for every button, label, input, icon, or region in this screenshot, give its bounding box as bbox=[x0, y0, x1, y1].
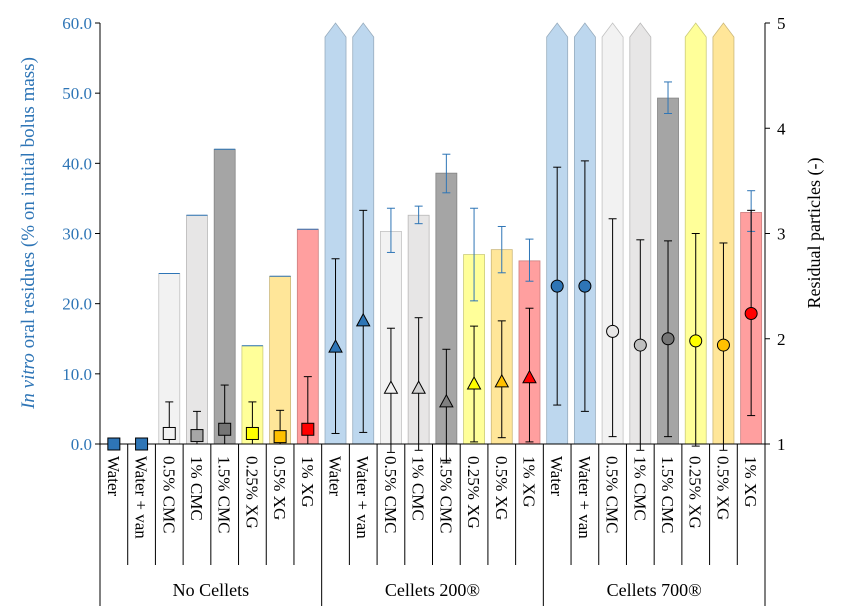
right-axis-tick-label: 1 bbox=[777, 435, 786, 454]
particle-marker-square bbox=[218, 422, 232, 436]
particle-marker-triangle bbox=[439, 393, 454, 408]
right-axis-tick-label: 2 bbox=[777, 330, 786, 349]
particle-marker-triangle bbox=[328, 339, 343, 353]
particle-marker-square bbox=[190, 429, 204, 443]
particle-marker-circle bbox=[578, 279, 592, 293]
left-axis-title-italic: In vitro bbox=[18, 353, 39, 410]
particle-marker-triangle bbox=[494, 373, 510, 388]
category-label: Water bbox=[326, 456, 345, 496]
category-label: 0.5% CMC bbox=[159, 456, 178, 533]
category-label: 1% XG bbox=[519, 456, 538, 507]
left-axis-tick-label: 50.0 bbox=[62, 84, 92, 103]
particle-marker-triangle bbox=[411, 380, 426, 394]
category-label: 1.5% CMC bbox=[436, 456, 455, 533]
particle-marker-circle bbox=[744, 306, 758, 320]
category-label: 1% CMC bbox=[409, 456, 428, 521]
residue-bars bbox=[158, 22, 763, 445]
category-label: Water + van bbox=[132, 456, 151, 539]
particle-marker-circle bbox=[606, 324, 620, 338]
left-axis-tick-label: 60.0 bbox=[62, 14, 92, 33]
category-label: 0.25% XG bbox=[242, 456, 261, 529]
group-labels: No Cellets Cellets 200® Cellets 700® bbox=[99, 565, 766, 606]
right-axis-tick-label: 3 bbox=[777, 225, 786, 244]
category-label: Water bbox=[547, 456, 566, 496]
particle-marker-circle bbox=[689, 334, 703, 348]
right-axis-title: Residual particles (-) bbox=[804, 158, 825, 309]
group-label: Cellets 700® bbox=[607, 580, 702, 600]
category-label: 0.5% XG bbox=[270, 456, 289, 520]
particle-marker-circle bbox=[550, 279, 564, 293]
group-label: Cellets 200® bbox=[385, 580, 480, 600]
particle-marker-circle bbox=[716, 338, 730, 352]
category-label: Water bbox=[104, 456, 123, 496]
group-label: No Cellets bbox=[173, 580, 250, 600]
particle-marker-triangle bbox=[466, 375, 482, 390]
category-label: 1% XG bbox=[298, 456, 317, 507]
category-label: 0.25% XG bbox=[686, 456, 705, 529]
particle-marker-square bbox=[273, 430, 287, 444]
particle-marker-circle bbox=[633, 338, 647, 352]
particle-markers bbox=[107, 279, 758, 451]
particle-marker-circle bbox=[661, 332, 675, 346]
right-axis-tick-label: 5 bbox=[777, 14, 786, 33]
particle-marker-triangle bbox=[522, 369, 537, 384]
category-label: 0.5% CMC bbox=[603, 456, 622, 533]
left-axis-tick-label: 30.0 bbox=[62, 225, 92, 244]
category-label: 1% XG bbox=[741, 456, 760, 507]
left-axis-title: In vitro oral residues (% on initial bol… bbox=[18, 57, 39, 410]
left-axis-tick-label: 20.0 bbox=[62, 295, 92, 314]
particle-marker-triangle bbox=[355, 312, 371, 327]
residue-bar bbox=[186, 214, 208, 445]
particle-marker-square bbox=[162, 426, 176, 440]
category-label: 0.25% XG bbox=[464, 456, 483, 529]
category-label: 0.5% XG bbox=[492, 456, 511, 520]
category-label: 1.5% CMC bbox=[658, 456, 677, 533]
category-label: Water + van bbox=[575, 456, 594, 539]
category-label: 0.5% XG bbox=[713, 456, 732, 520]
category-label: 0.5% CMC bbox=[381, 456, 400, 533]
category-labels: Water Water + van 0.5% CMC 1% CMC 1.5% CMC 0.… bbox=[99, 444, 766, 565]
particle-marker-square bbox=[135, 437, 149, 451]
right-axis-tick-label: 4 bbox=[777, 119, 786, 138]
particle-marker-square bbox=[301, 422, 315, 436]
category-label: Water + van bbox=[353, 456, 372, 539]
axis-ticks: 0.0 10.0 20.0 30.0 40.0 50.0 60.0 1 2 3 4 5 bbox=[62, 14, 786, 454]
category-label: 1.5% CMC bbox=[215, 456, 234, 533]
left-axis-title-rest: oral residues (% on initial bolus mass) bbox=[18, 57, 39, 353]
category-label: 1% CMC bbox=[630, 456, 649, 521]
left-axis-tick-label: 10.0 bbox=[62, 365, 92, 384]
left-axis-tick-label: 40.0 bbox=[62, 154, 92, 173]
particle-marker-triangle bbox=[383, 380, 399, 394]
particle-marker-square bbox=[107, 437, 121, 451]
particle-marker-square bbox=[245, 426, 259, 440]
left-axis-tick-label: 0.0 bbox=[71, 435, 92, 454]
category-label: 1% CMC bbox=[187, 456, 206, 521]
